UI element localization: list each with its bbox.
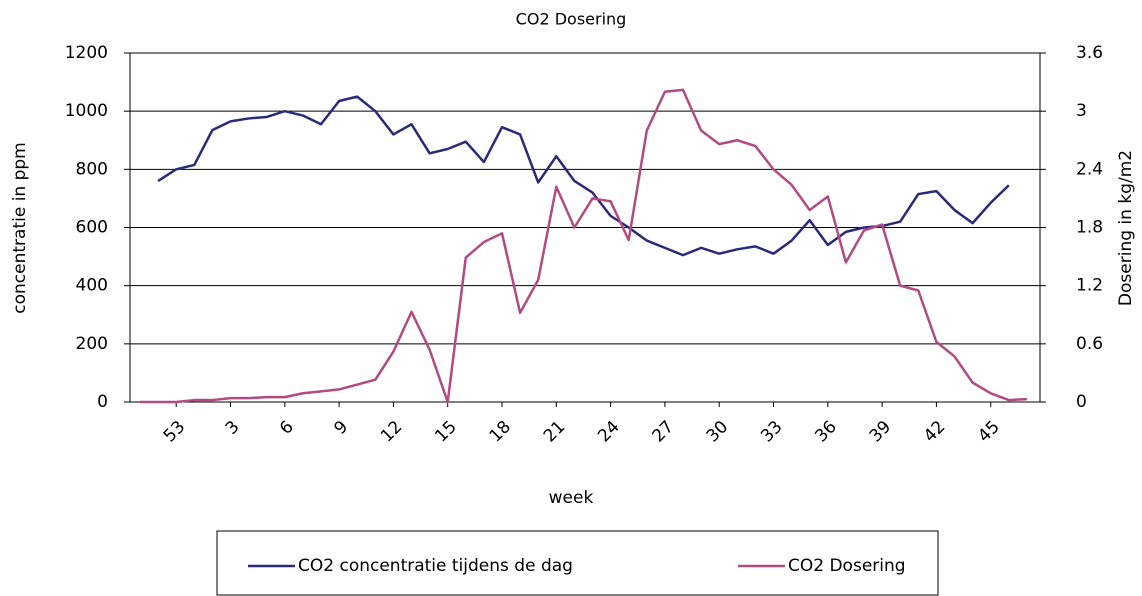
x-tick-label: 6 — [276, 417, 298, 439]
y2-tick-label: 3.6 — [1076, 43, 1103, 63]
y2-tick-label: 3 — [1076, 101, 1087, 121]
legend-label: CO2 concentratie tijdens de dag — [298, 556, 573, 576]
legend-label: CO2 Dosering — [788, 556, 906, 576]
series-line — [157, 95, 1010, 257]
x-tick-label: 33 — [757, 417, 786, 446]
x-tick-label: 36 — [811, 417, 840, 446]
y-tick-label: 800 — [76, 159, 108, 179]
x-tick-label: 30 — [703, 417, 732, 446]
x-tick-label: 18 — [486, 417, 515, 446]
plot-frame — [129, 52, 1041, 403]
y-tick-label: 600 — [76, 218, 108, 238]
y-tick-label: 1000 — [65, 101, 108, 121]
y-axis-label: concentratie in ppm — [10, 142, 30, 313]
x-tick-label: 39 — [866, 417, 895, 446]
y2-tick-label: 2.4 — [1076, 159, 1103, 179]
y-tick-label: 200 — [76, 334, 108, 354]
x-tick-label: 42 — [920, 417, 949, 446]
series-line — [140, 88, 1027, 404]
x-tick-label: 45 — [974, 417, 1003, 446]
x-tick-label: 3 — [222, 417, 244, 439]
y-tick-label: 1200 — [65, 43, 108, 63]
y2-tick-label: 1.8 — [1076, 218, 1103, 238]
legend-box — [216, 530, 939, 596]
y2-tick-label: 0 — [1076, 392, 1087, 412]
y2-axis-label: Dosering in kg/m2 — [1116, 150, 1136, 306]
x-tick-label: 15 — [431, 417, 460, 446]
chart-title: CO2 Dosering — [516, 10, 627, 29]
x-tick-label: 53 — [160, 417, 189, 446]
x-tick-label: 24 — [594, 417, 623, 446]
x-tick-label: 9 — [330, 417, 352, 439]
y-tick-label: 0 — [97, 392, 108, 412]
x-tick-label: 12 — [377, 417, 406, 446]
x-axis-label: week — [549, 488, 594, 508]
x-tick-label: 21 — [540, 417, 569, 446]
y-tick-label: 400 — [76, 276, 108, 296]
y2-tick-label: 0.6 — [1076, 334, 1103, 354]
y2-tick-label: 1.2 — [1076, 276, 1103, 296]
x-tick-label: 27 — [649, 417, 678, 446]
